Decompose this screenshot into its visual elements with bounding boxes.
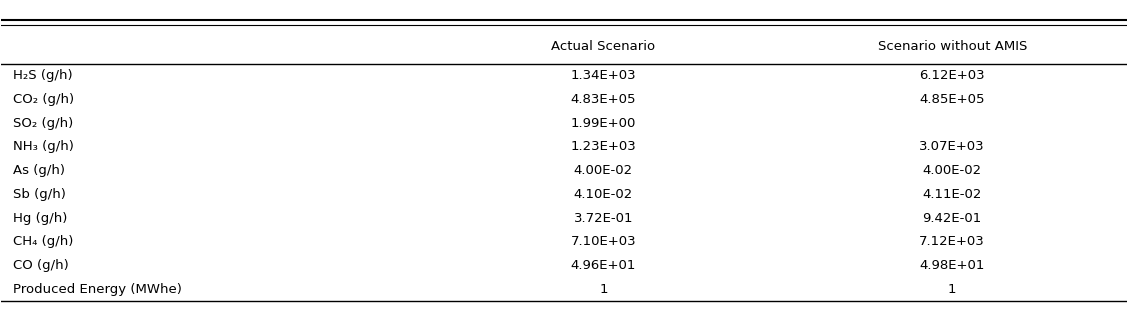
- Text: Produced Energy (MWhe): Produced Energy (MWhe): [12, 283, 182, 296]
- Text: Scenario without AMIS: Scenario without AMIS: [878, 40, 1026, 53]
- Text: 1.23E+03: 1.23E+03: [571, 140, 636, 153]
- Text: As (g/h): As (g/h): [12, 164, 64, 177]
- Text: CO₂ (g/h): CO₂ (g/h): [12, 93, 73, 106]
- Text: 7.12E+03: 7.12E+03: [919, 235, 985, 248]
- Text: CH₄ (g/h): CH₄ (g/h): [12, 235, 73, 248]
- Text: 7.10E+03: 7.10E+03: [571, 235, 636, 248]
- Text: 6.12E+03: 6.12E+03: [919, 69, 985, 82]
- Text: 4.00E-02: 4.00E-02: [923, 164, 981, 177]
- Text: Actual Scenario: Actual Scenario: [552, 40, 655, 53]
- Text: 1: 1: [948, 283, 957, 296]
- Text: 4.96E+01: 4.96E+01: [571, 259, 636, 272]
- Text: 4.83E+05: 4.83E+05: [571, 93, 636, 106]
- Text: 1.99E+00: 1.99E+00: [571, 117, 636, 130]
- Text: 9.42E-01: 9.42E-01: [923, 212, 981, 225]
- Text: NH₃ (g/h): NH₃ (g/h): [12, 140, 73, 153]
- Text: 4.00E-02: 4.00E-02: [574, 164, 633, 177]
- Text: Sb (g/h): Sb (g/h): [12, 188, 65, 201]
- Text: 1.34E+03: 1.34E+03: [571, 69, 636, 82]
- Text: CO (g/h): CO (g/h): [12, 259, 69, 272]
- Text: 4.10E-02: 4.10E-02: [574, 188, 633, 201]
- Text: 1: 1: [599, 283, 608, 296]
- Text: 3.72E-01: 3.72E-01: [574, 212, 633, 225]
- Text: 3.07E+03: 3.07E+03: [919, 140, 985, 153]
- Text: 4.85E+05: 4.85E+05: [919, 93, 985, 106]
- Text: 4.98E+01: 4.98E+01: [919, 259, 985, 272]
- Text: 4.11E-02: 4.11E-02: [923, 188, 981, 201]
- Text: Hg (g/h): Hg (g/h): [12, 212, 67, 225]
- Text: H₂S (g/h): H₂S (g/h): [12, 69, 72, 82]
- Text: SO₂ (g/h): SO₂ (g/h): [12, 117, 73, 130]
